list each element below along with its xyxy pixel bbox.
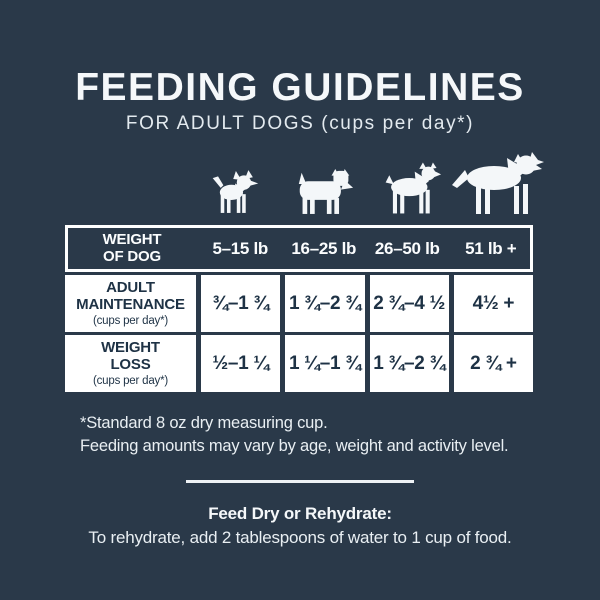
page-title: FEEDING GUIDELINES: [75, 66, 525, 109]
cell-value: ½–1 ¼: [201, 335, 281, 392]
cell-value: ¾–1 ¾: [201, 275, 281, 332]
footnote-line-1: *Standard 8 oz dry measuring cup.: [80, 414, 328, 432]
feeding-table: WEIGHT OF DOG 5–15 lb 16–25 lb 26–50 lb …: [65, 225, 533, 392]
row-label: ADULT MAINTENANCE (cups per day*): [65, 275, 196, 332]
terrier-icon: [298, 169, 354, 214]
rehydrate-body: To rehydrate, add 2 tablespoons of water…: [88, 528, 512, 547]
cell-value: 1 ¾–2 ¾: [369, 335, 449, 392]
page-subtitle: FOR ADULT DOGS (cups per day*): [125, 113, 475, 134]
cell-value: 1 ¼–1 ¾: [285, 335, 365, 392]
header-col-51lb: 51 lb +: [465, 238, 517, 258]
table-row-adult-maintenance: ADULT MAINTENANCE (cups per day*) ¾–1 ¾ …: [65, 275, 533, 332]
section-divider: [186, 480, 414, 483]
rottweiler-icon: [452, 152, 544, 214]
table-row-weight-loss: WEIGHT LOSS (cups per day*) ½–1 ¼ 1 ¼–1 …: [65, 335, 533, 392]
table-header-row: WEIGHT OF DOG 5–15 lb 16–25 lb 26–50 lb …: [65, 225, 533, 272]
chihuahua-icon: [212, 170, 259, 213]
rehydrate-heading: Feed Dry or Rehydrate:: [208, 504, 392, 523]
header-weight-of-dog: WEIGHT OF DOG: [102, 230, 162, 265]
cell-value: 4½ +: [453, 275, 533, 332]
footnotes: *Standard 8 oz dry measuring cup. Feedin…: [80, 412, 509, 458]
footnote-line-2: Feeding amounts may vary by age, weight …: [80, 436, 509, 455]
cell-value: 2 ¾ +: [453, 335, 533, 392]
header-col-16-25lb: 16–25 lb: [291, 238, 357, 258]
header-col-26-50lb: 26–50 lb: [374, 238, 440, 258]
cell-value: 1 ¾–2 ¾: [285, 275, 365, 332]
boxer-icon: [385, 162, 442, 214]
row-label: WEIGHT LOSS (cups per day*): [65, 335, 196, 392]
cell-value: 2 ¾–4 ½: [369, 275, 449, 332]
header-col-5-15lb: 5–15 lb: [212, 238, 269, 258]
